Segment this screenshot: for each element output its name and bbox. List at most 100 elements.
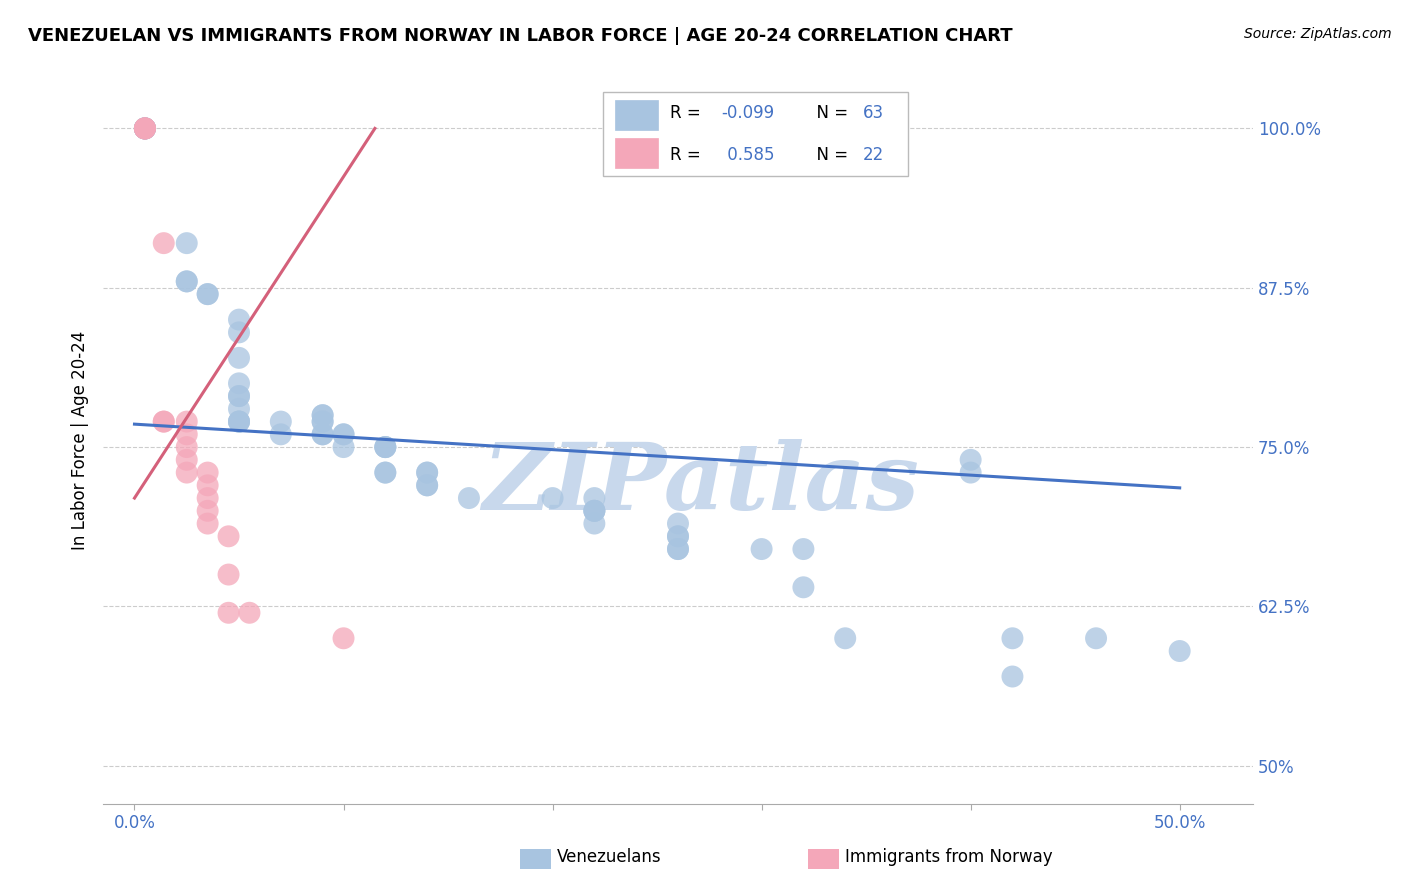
Point — [152, 415, 174, 429]
Point — [959, 466, 981, 480]
Point — [666, 542, 689, 557]
Text: ZIPatlas: ZIPatlas — [482, 439, 920, 529]
Text: -0.099: -0.099 — [721, 103, 775, 122]
Point — [1168, 644, 1191, 658]
Point — [134, 121, 156, 136]
Point — [583, 516, 606, 531]
Point — [541, 491, 564, 505]
Point — [1001, 632, 1024, 646]
Point — [176, 453, 198, 467]
Point — [1085, 632, 1108, 646]
Point — [792, 542, 814, 557]
Point — [152, 415, 174, 429]
Point — [311, 408, 333, 422]
Point — [134, 121, 156, 136]
Point — [228, 415, 250, 429]
Point — [583, 491, 606, 505]
Point — [228, 401, 250, 416]
Point — [666, 516, 689, 531]
Point — [1001, 669, 1024, 683]
FancyBboxPatch shape — [603, 92, 908, 176]
Point — [311, 415, 333, 429]
Point — [228, 351, 250, 365]
Point — [176, 236, 198, 251]
Point — [228, 326, 250, 340]
Point — [834, 632, 856, 646]
Point — [134, 121, 156, 136]
Point — [666, 542, 689, 557]
Point — [666, 529, 689, 543]
Point — [583, 504, 606, 518]
Point — [228, 415, 250, 429]
Point — [228, 376, 250, 391]
Point — [374, 440, 396, 454]
Point — [176, 466, 198, 480]
Point — [134, 121, 156, 136]
Point — [311, 408, 333, 422]
Point — [176, 415, 198, 429]
Point — [197, 516, 219, 531]
Point — [374, 466, 396, 480]
Text: R =: R = — [669, 103, 706, 122]
Point — [416, 478, 439, 492]
Point — [176, 274, 198, 288]
Text: 22: 22 — [863, 145, 884, 163]
Point — [311, 415, 333, 429]
Point — [666, 529, 689, 543]
Point — [270, 427, 292, 442]
Point — [583, 504, 606, 518]
FancyBboxPatch shape — [614, 137, 658, 169]
Point — [238, 606, 260, 620]
Point — [197, 466, 219, 480]
Point — [374, 466, 396, 480]
Point — [228, 312, 250, 326]
Text: 0.585: 0.585 — [721, 145, 775, 163]
Point — [332, 427, 354, 442]
Point — [583, 504, 606, 518]
Point — [176, 274, 198, 288]
Point — [416, 478, 439, 492]
Point — [374, 440, 396, 454]
Point — [332, 632, 354, 646]
Point — [197, 491, 219, 505]
Point — [134, 121, 156, 136]
Text: N =: N = — [806, 103, 853, 122]
Text: Venezuelans: Venezuelans — [557, 848, 661, 866]
Text: Source: ZipAtlas.com: Source: ZipAtlas.com — [1244, 27, 1392, 41]
Point — [332, 427, 354, 442]
Point — [228, 389, 250, 403]
Point — [218, 606, 240, 620]
Point — [228, 415, 250, 429]
Point — [134, 121, 156, 136]
Point — [416, 466, 439, 480]
Point — [134, 121, 156, 136]
Point — [176, 427, 198, 442]
Y-axis label: In Labor Force | Age 20-24: In Labor Force | Age 20-24 — [72, 331, 89, 550]
Point — [792, 580, 814, 594]
Point — [152, 236, 174, 251]
Point — [218, 567, 240, 582]
Point — [176, 440, 198, 454]
Text: R =: R = — [669, 145, 706, 163]
Text: Immigrants from Norway: Immigrants from Norway — [845, 848, 1053, 866]
FancyBboxPatch shape — [614, 100, 658, 130]
Point — [134, 121, 156, 136]
Point — [270, 415, 292, 429]
Text: VENEZUELAN VS IMMIGRANTS FROM NORWAY IN LABOR FORCE | AGE 20-24 CORRELATION CHAR: VENEZUELAN VS IMMIGRANTS FROM NORWAY IN … — [28, 27, 1012, 45]
Point — [959, 453, 981, 467]
Point — [458, 491, 481, 505]
Text: N =: N = — [806, 145, 853, 163]
Point — [751, 542, 773, 557]
Point — [197, 478, 219, 492]
Text: 63: 63 — [863, 103, 884, 122]
Point — [197, 504, 219, 518]
Point — [218, 529, 240, 543]
Point — [311, 427, 333, 442]
Point — [332, 440, 354, 454]
Point — [374, 440, 396, 454]
Point — [134, 121, 156, 136]
Point — [197, 287, 219, 301]
Point — [228, 389, 250, 403]
Point — [416, 466, 439, 480]
Point — [311, 427, 333, 442]
